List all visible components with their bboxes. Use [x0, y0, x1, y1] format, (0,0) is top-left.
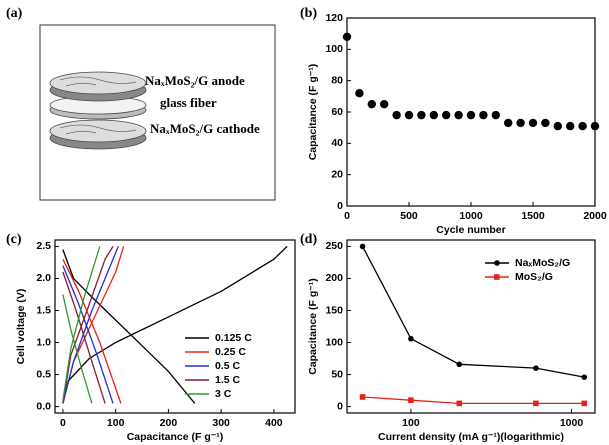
x-tick-label: 2000	[583, 210, 607, 222]
legend-marker	[494, 274, 500, 280]
point	[342, 32, 352, 41]
y-tick-label: 0	[337, 400, 343, 412]
marker	[359, 394, 366, 400]
point	[566, 121, 575, 131]
point	[454, 110, 463, 120]
marker	[408, 335, 414, 342]
point	[380, 99, 389, 109]
point	[578, 121, 587, 131]
cell-stack	[49, 71, 147, 150]
y-tick-label: 0.0	[36, 400, 51, 412]
point	[442, 110, 451, 120]
chart-panel: (b) 0 20 40 60 80 100 120 0 500 1000 1500 2000 Cycle …	[300, 6, 607, 236]
diagram-label: glass fiber	[160, 95, 217, 110]
legend-label: 1.5 C	[215, 374, 241, 386]
point	[528, 118, 538, 128]
x-tick-label: 0	[344, 210, 350, 222]
marker	[408, 397, 414, 403]
y-axis-label: Capacitance (F g⁻¹)	[307, 278, 319, 375]
y-tick-label: 0	[337, 200, 343, 212]
panel-label: (c)	[6, 232, 22, 247]
x-tick-label: 1500	[521, 210, 545, 222]
point	[553, 121, 562, 131]
point	[355, 89, 364, 98]
legend-label: 0.125 C	[215, 332, 252, 344]
y-tick-label: 100	[325, 43, 343, 55]
y-tick-label: 1.0	[36, 336, 51, 348]
point	[504, 118, 513, 128]
marker	[581, 400, 588, 407]
y-axis-label: Capacitance (F g⁻¹)	[307, 64, 319, 161]
y-tick-label: 60	[331, 106, 343, 118]
marker	[581, 374, 588, 380]
marker	[456, 400, 463, 407]
marker	[533, 365, 539, 371]
x-tick-label: 300	[212, 417, 230, 429]
series-line	[62, 246, 125, 404]
x-tick-label: 100	[402, 417, 420, 429]
x-tick-label: 500	[400, 210, 418, 222]
diagram-label: NaₓMoS₂/G anode	[145, 73, 245, 88]
diagram-label: NaₓMoS₂/G cathode	[150, 121, 260, 136]
legend-label: 0.5 C	[215, 360, 241, 372]
marker	[533, 400, 539, 407]
y-tick-label: 250	[325, 240, 343, 252]
chart-panel: (d) 0 50 100 150 200 250 100 1000 Current density…	[300, 232, 596, 443]
legend-marker	[494, 260, 500, 266]
panel-label: (d)	[300, 232, 317, 247]
point	[541, 118, 550, 128]
x-axis-label: Cycle number	[436, 224, 505, 236]
panel-label: (a)	[6, 6, 23, 21]
y-tick-label: 150	[325, 304, 343, 316]
point	[516, 118, 525, 128]
y-tick-label: 1.5	[36, 304, 51, 316]
point	[429, 110, 438, 120]
x-tick-label: 400	[265, 417, 283, 429]
x-tick-label: 1000	[459, 210, 483, 222]
x-tick-label: 0	[60, 417, 66, 429]
y-tick-label: 120	[325, 12, 343, 24]
series-line	[62, 246, 114, 404]
plot-frame	[346, 239, 596, 414]
chart-panel: (c) 0.0 0.5 1.0 1.5 2.0 2.5 0 100 200 300 400 Capaci…	[6, 232, 296, 443]
y-tick-label: 80	[331, 74, 343, 86]
point	[590, 121, 600, 131]
panel-label: (b)	[300, 6, 317, 21]
point	[491, 110, 500, 120]
legend-label: 3 C	[215, 388, 232, 400]
series-line	[62, 246, 119, 404]
point	[417, 110, 426, 120]
y-tick-label: 20	[331, 168, 343, 180]
y-tick-label: 2.5	[36, 240, 51, 252]
marker	[359, 243, 366, 250]
x-tick-label: 200	[160, 417, 178, 429]
y-axis-label: Cell voltage (V)	[15, 289, 27, 365]
plot-frame	[54, 239, 296, 414]
x-tick-label: 1000	[560, 417, 584, 429]
y-tick-label: 100	[325, 336, 343, 348]
y-tick-label: 0.5	[36, 368, 51, 380]
x-axis-label: Current density (mA g⁻¹)(logarithmic)	[378, 431, 564, 443]
series-line	[362, 396, 585, 405]
y-tick-label: 50	[331, 368, 343, 380]
series-line	[62, 246, 101, 404]
y-tick-label: 2.0	[36, 272, 51, 284]
series-line	[62, 245, 288, 404]
point	[392, 110, 401, 120]
marker	[456, 361, 463, 368]
x-axis-label: Capacitance (F g⁻¹)	[127, 431, 224, 443]
diagram-panel: (a) NaₓMoS₂/G anode glass fiber NaₓMoS₂/…	[6, 6, 276, 201]
y-tick-label: 200	[325, 272, 343, 284]
point	[466, 110, 476, 120]
legend-label: 0.25 C	[215, 346, 246, 358]
point	[367, 99, 376, 109]
point	[479, 110, 488, 120]
y-tick-label: 40	[331, 137, 343, 149]
legend-label: MoS₂/G	[515, 271, 553, 283]
point	[404, 110, 414, 120]
legend-label: NaₓMoS₂/G	[515, 257, 570, 269]
x-tick-label: 100	[107, 417, 125, 429]
